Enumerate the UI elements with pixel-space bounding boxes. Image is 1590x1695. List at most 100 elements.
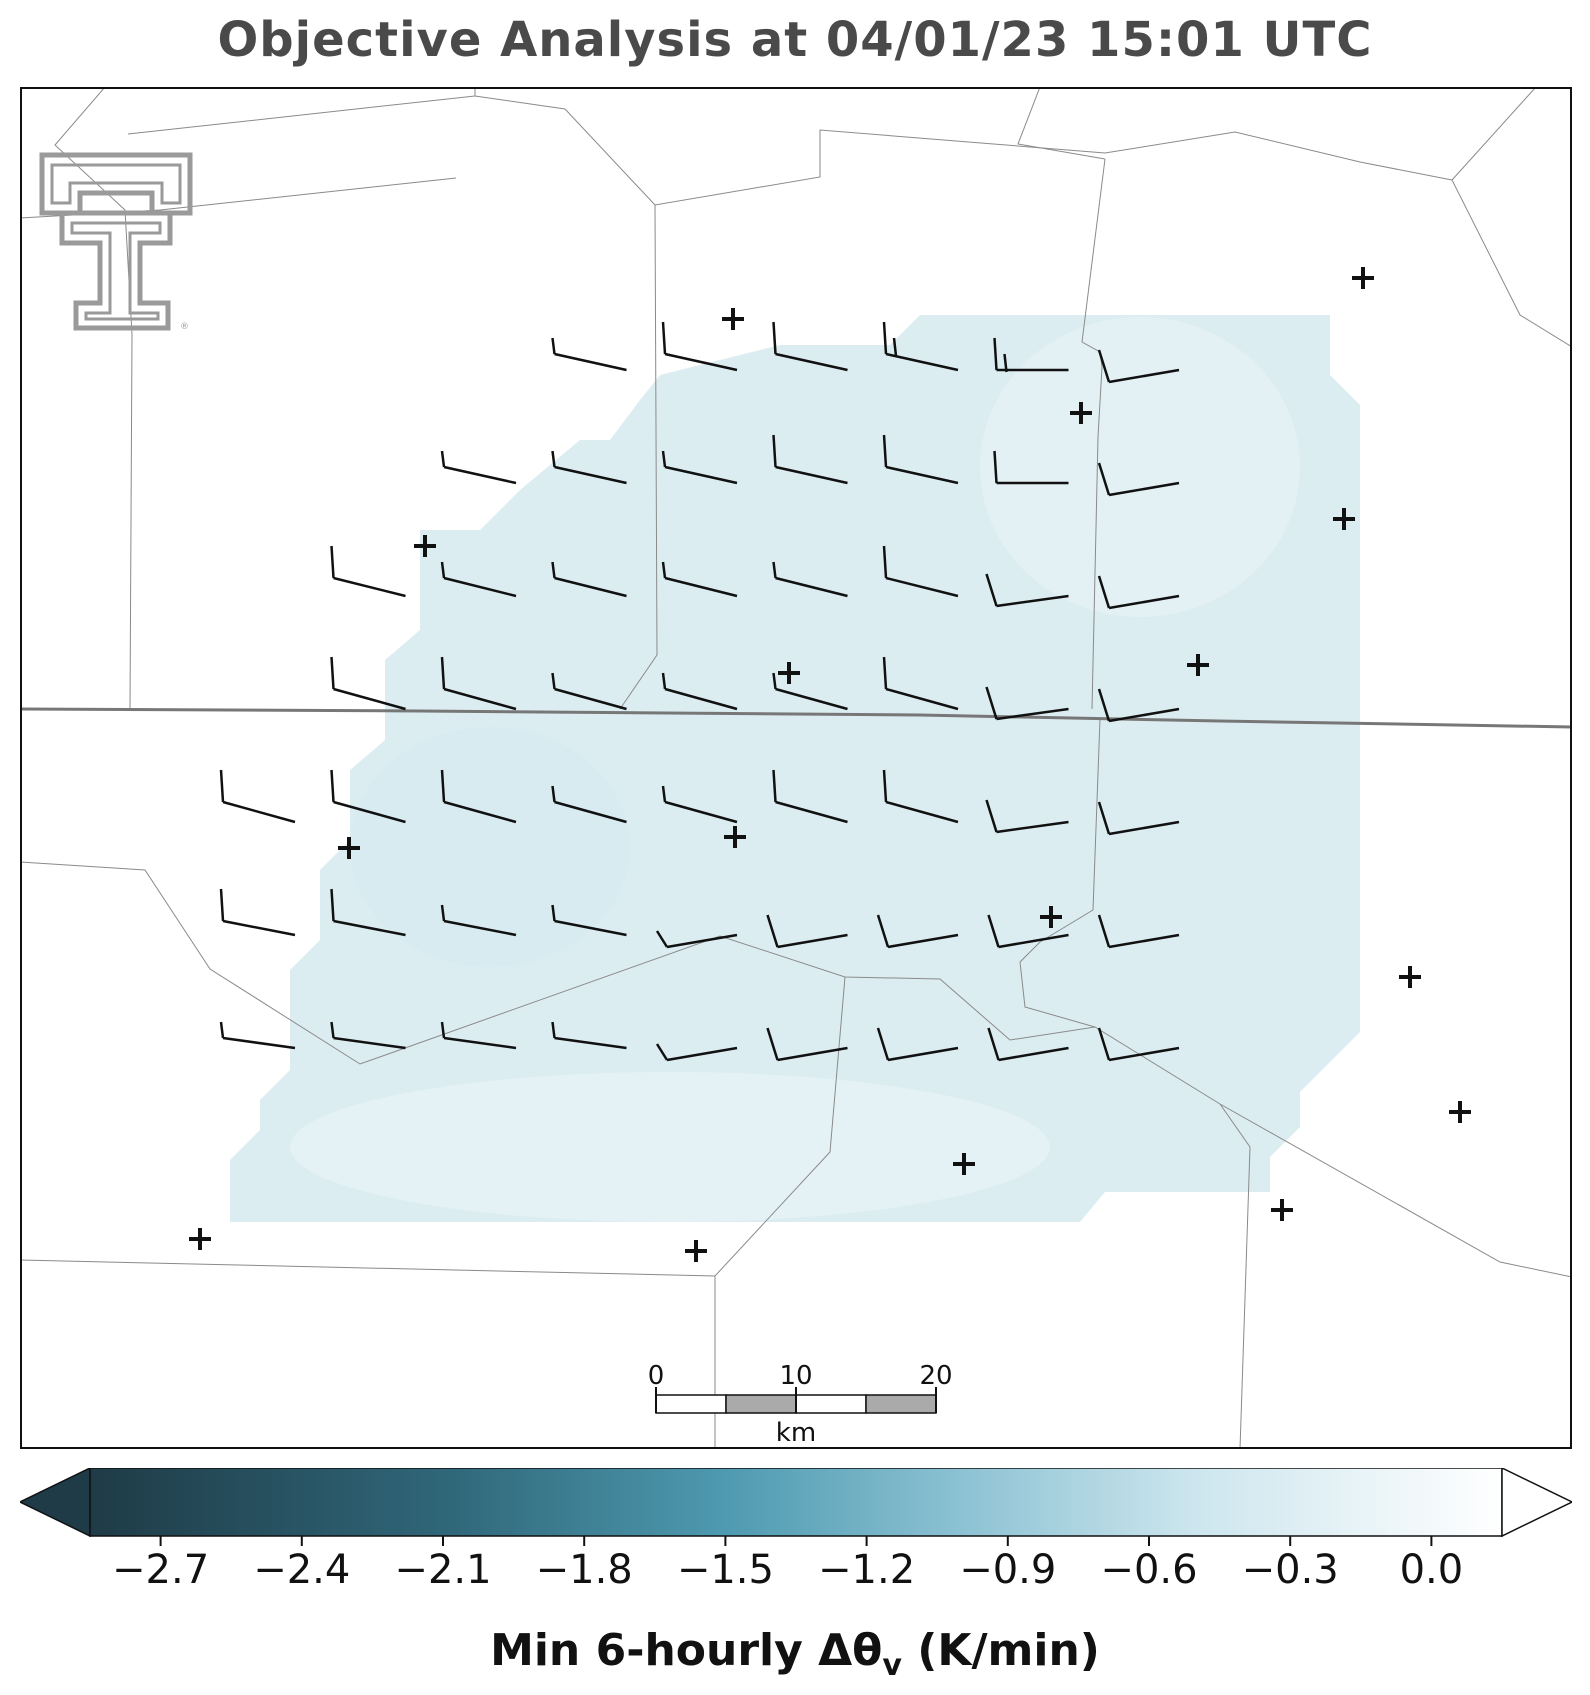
wind-barb [1097,801,1180,836]
wind-barb-staff [885,687,959,711]
state-boundary [20,707,1572,729]
colorbar-tick-label: −2.1 [394,1547,491,1593]
county-line [1451,87,1572,348]
scale-bar-segment [725,1394,797,1414]
wind-barb [661,672,738,711]
wind-barb [882,769,959,824]
wind-barb-flag [985,686,998,720]
wind-barb [655,930,738,949]
wind-barb-staff [443,465,517,485]
wind-barb-flag [330,888,335,922]
wind-barb-flag [766,1027,779,1061]
wind-barb [1097,575,1180,610]
wind-barb-flag [772,561,777,579]
wind-barb-flag [772,434,777,468]
wind-barb-staff [554,576,627,598]
wind-barb [1097,1027,1180,1062]
wind-barb [766,914,848,949]
wind-barb-flag [882,321,888,355]
wind-barb-staff [554,352,627,372]
station-markers [189,267,1471,1262]
county-line [127,95,1453,206]
wind-barb-flag [440,561,446,579]
scale-bar-segment [865,1394,937,1414]
wind-barb-flag [440,450,446,468]
wind-barb [440,561,517,598]
colorbar-tick-label: −1.5 [677,1547,774,1593]
wind-barb-staff [775,576,848,598]
scale-bar-segment [795,1394,867,1414]
wind-barb [219,1021,296,1050]
wind-barb [551,337,627,372]
wind-barb-staff [1108,481,1180,497]
wind-barb-flag [985,799,998,833]
scale-bar-label-20: 20 [919,1361,952,1391]
colorbar-tick-label: −2.4 [253,1547,350,1593]
analysis-field-lighter-patch [980,317,1300,617]
logo-upper-t [39,152,193,216]
wind-barb-flag [1097,349,1111,383]
colorbar-tick-label: −1.8 [536,1547,633,1593]
county-line [1017,87,1106,160]
wind-barb-flag [219,888,225,922]
wind-barb-flag [1097,575,1111,609]
wind-barb-staff [333,576,406,598]
wind-barb [330,888,406,937]
wind-barb-staff [554,919,627,937]
wind-barb-staff [333,1036,406,1050]
wind-barb-flag [1097,1027,1111,1061]
texas-tech-double-t-logo: ® [39,152,193,332]
wind-barb [882,545,959,598]
logo-registered-mark: ® [180,322,189,332]
wind-barb-staff [1108,594,1180,610]
wind-barb-staff [664,352,738,372]
wind-barb-staff [554,687,627,711]
wind-barb-staff [887,1046,959,1062]
station-marker [1449,1101,1471,1123]
station-marker [338,837,360,859]
wind-barb [551,672,627,711]
wind-barb-flag [330,545,335,579]
colorbar-tick-label: −1.2 [818,1547,915,1593]
wind-barb-flag [551,450,556,468]
map-panel: ® 0 10 20 km [20,87,1572,1449]
wind-barb [772,321,848,372]
wind-barb-staff [666,1046,738,1062]
wind-barb-flag [882,769,888,803]
county-boundaries [20,87,1572,1449]
wind-barb [1097,914,1180,949]
wind-barb-flag [766,914,779,948]
station-marker [778,662,800,684]
wind-barb-staff [1108,933,1180,949]
analysis-field-lighter-patch [290,1072,1050,1222]
station-marker [1040,906,1062,928]
colorbar-tick-label: −0.6 [1100,1547,1197,1593]
wind-barb-staff [333,800,406,824]
wind-barb [330,545,406,598]
colorbar-tick-label: 0.0 [1400,1547,1464,1593]
logo-upper-t-inner [50,163,182,205]
wind-barb-flag [993,337,998,371]
wind-barb-staff [775,352,848,372]
wind-barb [661,785,738,824]
wind-barb-flag [219,1021,225,1039]
wind-barb-flag [551,672,556,690]
colorbar-body [89,1468,1503,1537]
wind-barb [330,656,406,711]
analysis-field-darker-patch [350,727,630,967]
wind-barb-staff [777,1046,848,1062]
wind-barb-staff [333,919,406,937]
wind-barb [1097,688,1180,723]
wind-barb-staff [775,687,848,711]
map-title: Objective Analysis at 04/01/23 15:01 UTC [217,12,1373,68]
wind-barb [551,1021,627,1050]
colorbar: −2.7 −2.4 −2.1 −1.8 −1.5 −1.2 −0.9 −0.6 −0.3 0.0 [20,1468,1572,1593]
wind-barb-staff [222,800,296,824]
wind-barb [882,321,959,372]
wind-barb [330,1021,406,1050]
wind-barb [440,769,517,824]
wind-barb-staff [996,820,1069,834]
wind-barb-staff [775,465,848,485]
colorbar-label-units: (K/min) [901,1625,1100,1676]
station-marker [724,826,746,848]
